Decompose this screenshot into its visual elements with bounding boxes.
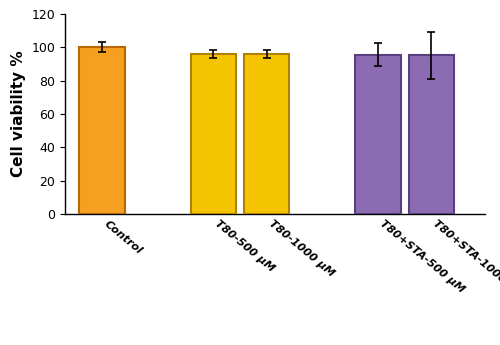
Y-axis label: Cell viability %: Cell viability % xyxy=(11,50,26,177)
Bar xyxy=(356,55,401,214)
Bar xyxy=(80,47,124,214)
Bar xyxy=(190,54,236,214)
Bar xyxy=(244,54,290,214)
Bar xyxy=(409,56,454,214)
